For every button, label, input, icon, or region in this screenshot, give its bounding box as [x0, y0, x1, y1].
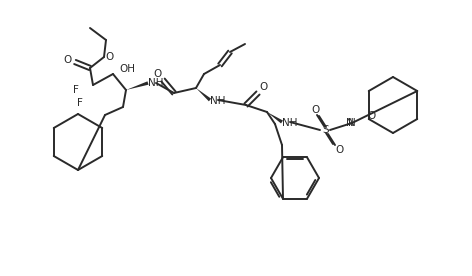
Text: O: O — [153, 69, 161, 79]
Polygon shape — [267, 112, 283, 123]
Text: NH: NH — [148, 78, 164, 88]
Polygon shape — [196, 88, 211, 101]
Text: NH: NH — [282, 118, 298, 128]
Text: F: F — [73, 85, 79, 95]
Text: NH: NH — [210, 96, 226, 106]
Text: S: S — [323, 125, 329, 135]
Text: O: O — [64, 55, 72, 65]
Text: OH: OH — [119, 64, 135, 74]
Text: N: N — [348, 118, 356, 128]
Text: O: O — [335, 145, 343, 155]
Text: O: O — [368, 111, 376, 121]
Text: O: O — [259, 82, 267, 92]
Polygon shape — [126, 81, 149, 90]
Text: O: O — [312, 105, 320, 115]
Text: N: N — [346, 118, 354, 128]
Text: O: O — [106, 52, 114, 62]
Text: F: F — [77, 98, 83, 108]
